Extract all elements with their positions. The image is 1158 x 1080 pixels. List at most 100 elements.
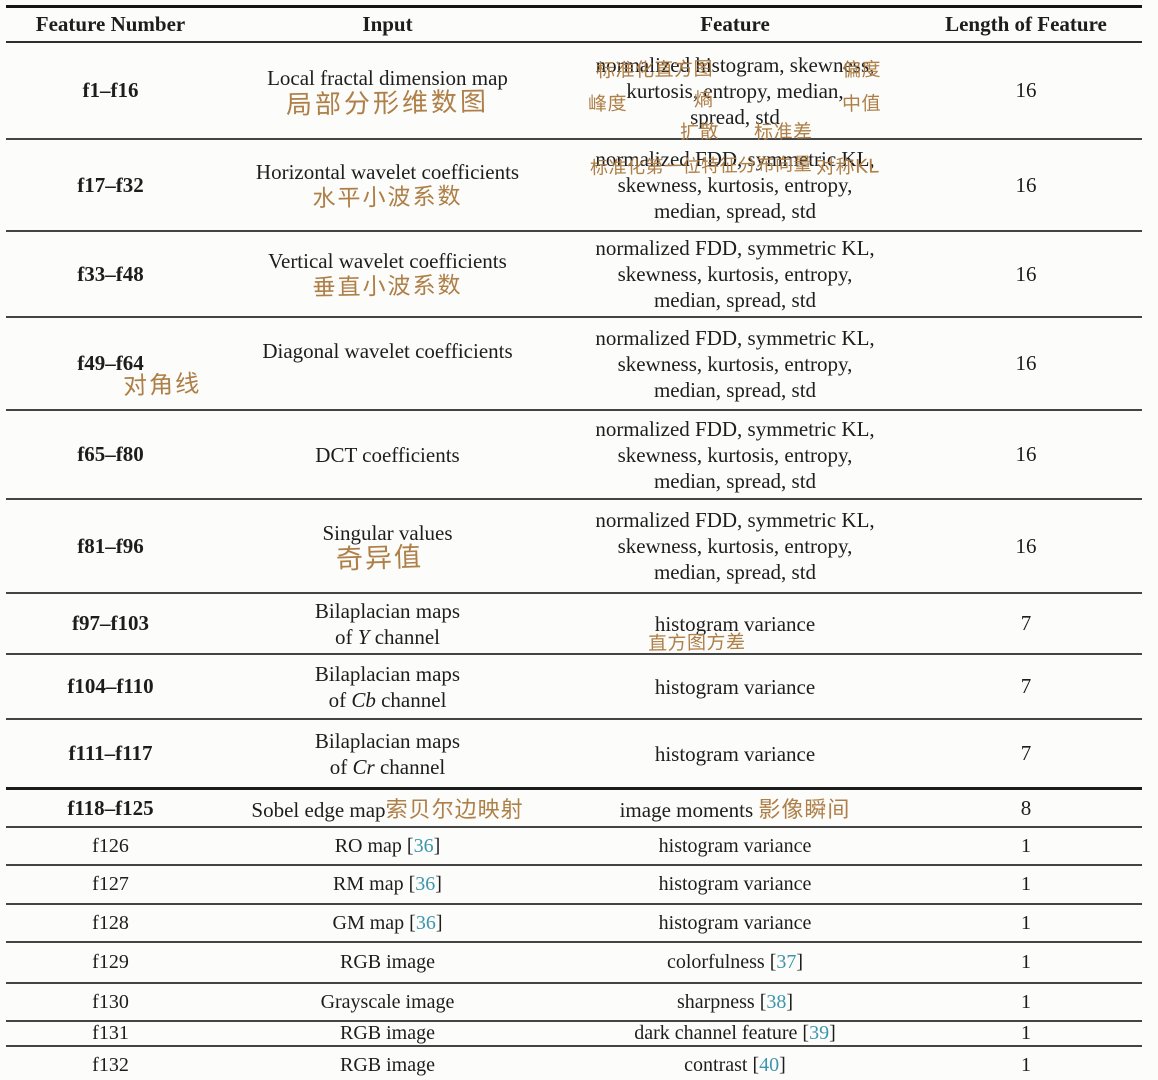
- feature-number: f65–f80: [6, 410, 215, 500]
- length-cell: 7: [910, 719, 1142, 790]
- input-cell: Vertical wavelet coefficients 垂直小波系数: [215, 231, 560, 318]
- input-text-line1: Bilaplacian maps: [314, 661, 461, 686]
- handwritten-annotation-histogram-variance: 直方图方差: [647, 631, 746, 655]
- input-cell: Grayscale image: [215, 983, 560, 1022]
- input-text: Singular values: [322, 521, 453, 545]
- input-text-line2: of Y channel: [335, 624, 440, 649]
- feature-text-line2: kurtosis, entropy, median,: [626, 78, 844, 103]
- feature-cell: histogram variance: [560, 865, 910, 905]
- feature-cell: normalized histogram, skewness, kurtosis…: [560, 42, 910, 144]
- feature-text-line3: median, spread, std: [653, 468, 817, 493]
- table-row-f126: f126 RO map [36] histogram variance 1: [6, 827, 1142, 866]
- feature-text-line2: skewness, kurtosis, entropy,: [617, 173, 853, 197]
- feature-cell: normalized FDD, symmetric KL, skewness, …: [560, 410, 910, 500]
- input-cell: Singular values 奇异值: [215, 499, 560, 594]
- feature-cell: normalized FDD, symmetric KL, skewness, …: [560, 499, 910, 594]
- column-header-feature-number: Feature Number: [6, 6, 215, 43]
- length-cell: 1: [910, 865, 1142, 905]
- handwritten-input-annotation: 局部分形维数图: [285, 86, 490, 121]
- feature-text-line1: normalized FDD, symmetric KL,: [595, 147, 875, 171]
- input-text: Local fractal dimension map: [267, 65, 508, 90]
- length-cell: 1: [910, 827, 1142, 866]
- length-cell: 1: [910, 904, 1142, 943]
- input-text-line1: Bilaplacian maps: [314, 728, 461, 753]
- citation-link[interactable]: 36: [413, 834, 434, 857]
- feature-number: f127: [6, 865, 215, 905]
- length-cell: 1: [910, 942, 1142, 984]
- feature-number: f1–f16: [6, 42, 215, 140]
- input-cell: RGB image: [215, 942, 560, 984]
- feature-text-line3: median, spread, std: [653, 199, 817, 223]
- column-header-input: Input: [215, 6, 560, 43]
- handwritten-annotation-histogram: 标准化直方图: [595, 57, 714, 83]
- feature-number: f33–f48: [6, 231, 215, 318]
- input-cell: Diagonal wavelet coefficients 对角线: [123, 317, 560, 411]
- feature-cell: dark channel feature [39]: [560, 1021, 910, 1047]
- feature-text-line1: normalized FDD, symmetric KL,: [595, 508, 875, 532]
- feature-cell: histogram variance: [560, 654, 910, 720]
- header-row: Feature Number Input Feature Length of F…: [6, 6, 1142, 43]
- input-text: Sobel edge map: [251, 798, 386, 822]
- feature-number: f130: [6, 983, 215, 1022]
- feature-text: histogram variance: [654, 741, 816, 766]
- handwritten-annotation-entropy: 熵: [693, 88, 714, 112]
- feature-cell: normalized FDD, symmetric KL, skewness, …: [560, 231, 910, 318]
- citation-link[interactable]: 36: [415, 873, 436, 895]
- feature-text-line3: median, spread, std: [653, 560, 817, 584]
- handwritten-input-annotation: 索贝尔边映射: [385, 798, 524, 823]
- feature-text: histogram variance: [654, 674, 816, 699]
- length-cell: 16: [910, 317, 1142, 411]
- column-header-feature: Feature: [560, 6, 910, 43]
- table-row-f131: f131 RGB image dark channel feature [39]…: [6, 1021, 1142, 1047]
- table-row-f65-f80: f65–f80 DCT coefficients normalized FDD,…: [6, 410, 1142, 500]
- input-text-line2: of Cb channel: [328, 687, 447, 712]
- table-row-f111-f117: f111–f117 Bilaplacian maps of Cr channel…: [6, 719, 1142, 790]
- feature-cell: colorfulness [37]: [560, 942, 910, 984]
- input-text: Horizontal wavelet coefficients: [255, 160, 520, 184]
- table-row-f129: f129 RGB image colorfulness [37] 1: [6, 942, 1142, 984]
- feature-text-line2: skewness, kurtosis, entropy,: [617, 534, 853, 558]
- feature-number: f81–f96: [6, 499, 215, 594]
- citation-link[interactable]: 37: [776, 951, 797, 973]
- citation-link[interactable]: 38: [766, 990, 787, 1013]
- column-header-length: Length of Feature: [910, 6, 1142, 43]
- feature-cell: sharpness [38]: [560, 983, 910, 1022]
- input-cell: Horizontal wavelet coefficients 水平小波系数: [215, 139, 560, 232]
- length-cell: 16: [910, 42, 1142, 140]
- length-cell: 16: [910, 231, 1142, 318]
- handwritten-input-annotation: 垂直小波系数: [312, 272, 463, 302]
- handwritten-annotation-fdd: 标准化第一位特征分布向量: [589, 154, 813, 179]
- feature-table: Feature Number Input Feature Length of F…: [6, 5, 1142, 1080]
- input-cell: GM map [36]: [215, 904, 560, 943]
- feature-text-line3: median, spread, std: [653, 377, 817, 402]
- feature-cell: image moments 影像瞬间: [560, 788, 910, 828]
- table-row-f81-f96: f81–f96 Singular values 奇异值 normalized F…: [6, 499, 1142, 594]
- feature-cell: histogram variance: [560, 719, 910, 790]
- feature-cell: normalized FDD, symmetric KL, skewness, …: [560, 317, 910, 411]
- input-cell: DCT coefficients: [215, 410, 560, 500]
- table-row-f1-f16: f1–f16 Local fractal dimension map 局部分形维…: [6, 42, 1142, 144]
- feature-number: f111–f117: [6, 719, 215, 790]
- feature-text-line1: normalized FDD, symmetric KL,: [595, 236, 875, 260]
- length-cell: 7: [910, 593, 1142, 655]
- feature-number: f104–f110: [6, 654, 215, 720]
- input-cell: Bilaplacian maps of Y channel: [215, 593, 560, 655]
- citation-link[interactable]: 39: [809, 1022, 830, 1044]
- feature-number: f118–f125: [6, 788, 215, 828]
- citation-link[interactable]: 36: [415, 911, 436, 934]
- input-cell: Bilaplacian maps of Cb channel: [215, 654, 560, 720]
- feature-cell: histogram variance: [560, 827, 910, 866]
- table-row-f130: f130 Grayscale image sharpness [38] 1: [6, 983, 1142, 1022]
- citation-link[interactable]: 40: [759, 1054, 780, 1076]
- input-cell: RGB image: [215, 1021, 560, 1047]
- feature-text-line1: normalized histogram, skewness,: [595, 52, 875, 77]
- feature-number: f49–f64: [6, 317, 215, 411]
- table-row-f17-f32: f17–f32 Horizontal wavelet coefficients …: [6, 139, 1142, 232]
- handwritten-annotation-median: 中值: [841, 92, 882, 116]
- input-text: Vertical wavelet coefficients: [268, 249, 507, 273]
- handwritten-annotation-kurtosis: 峰度: [587, 92, 628, 116]
- feature-text-line2: skewness, kurtosis, entropy,: [617, 262, 853, 286]
- feature-text-line1: normalized FDD, symmetric KL,: [595, 325, 875, 350]
- input-cell: Bilaplacian maps of Cr channel: [215, 719, 560, 790]
